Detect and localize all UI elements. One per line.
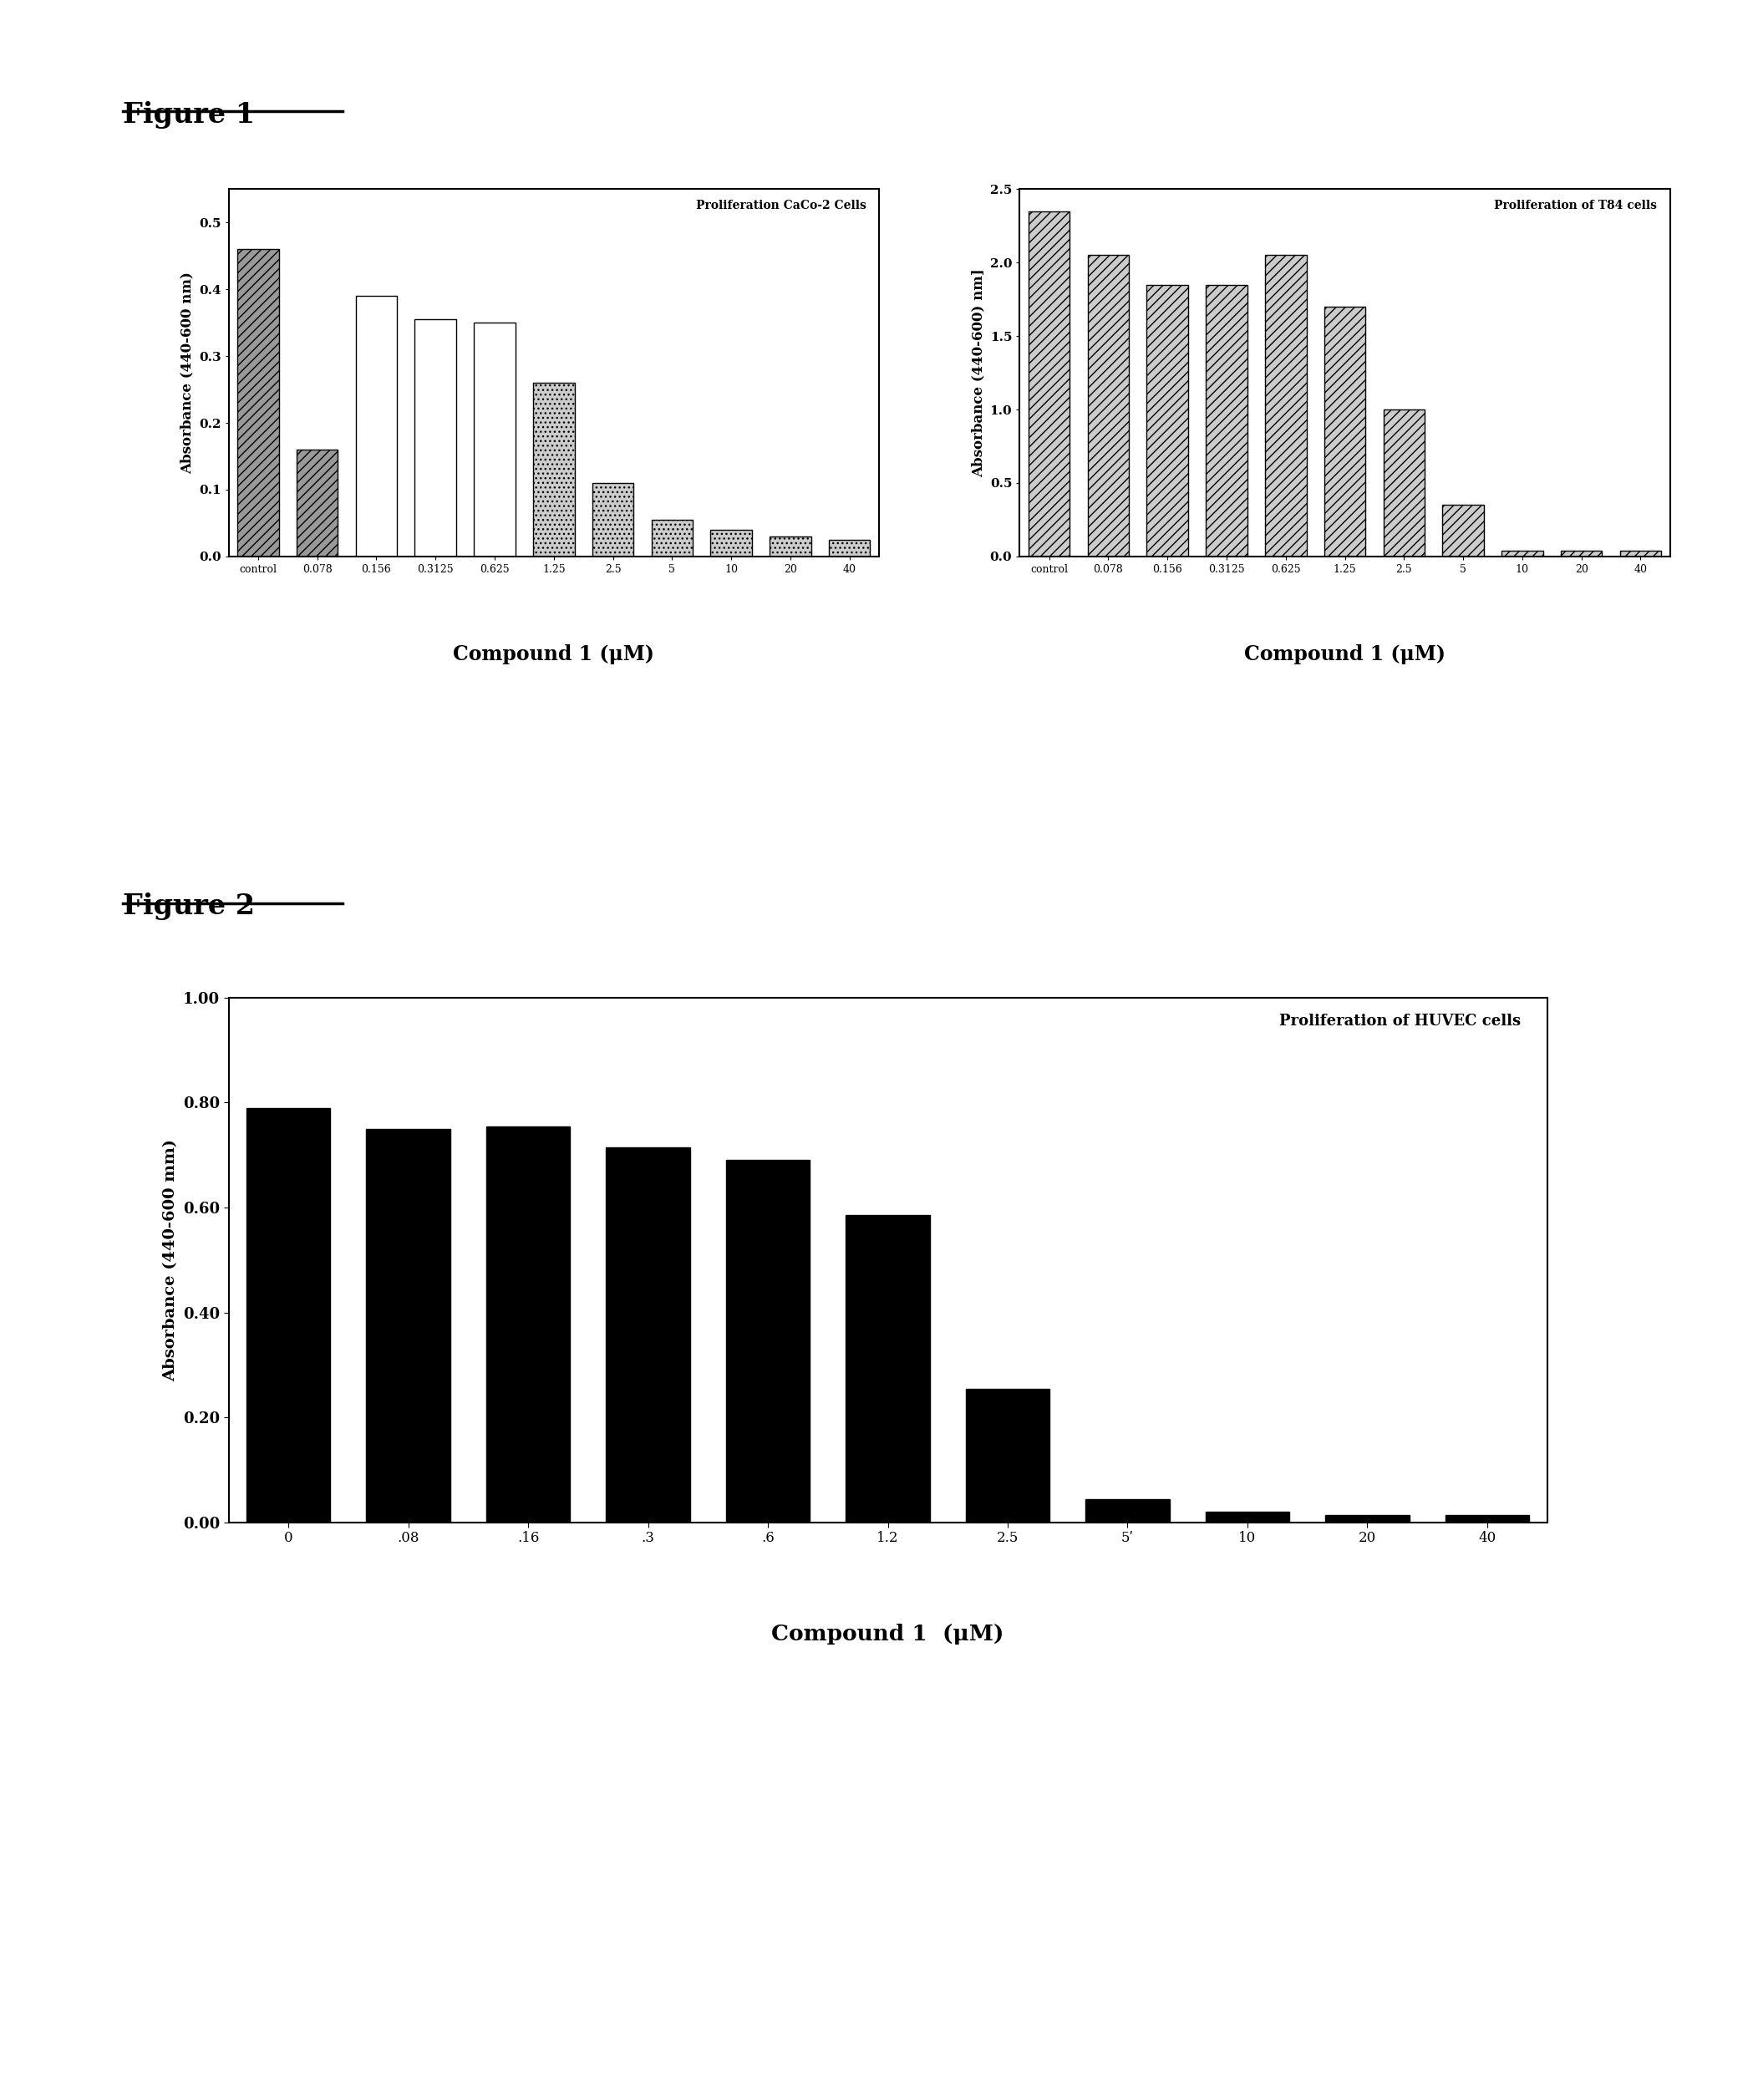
Bar xyxy=(1146,286,1188,557)
Text: Proliferation CaCo-2 Cells: Proliferation CaCo-2 Cells xyxy=(696,200,867,212)
Text: Proliferation of T84 cells: Proliferation of T84 cells xyxy=(1494,200,1658,212)
Bar xyxy=(726,1159,810,1522)
Bar xyxy=(1326,1514,1410,1522)
Bar xyxy=(297,449,338,557)
Bar xyxy=(828,540,870,557)
Bar xyxy=(770,536,810,557)
Bar xyxy=(1206,286,1248,557)
Bar xyxy=(487,1126,570,1522)
Bar xyxy=(415,319,457,557)
Bar xyxy=(246,1109,331,1522)
Bar xyxy=(607,1147,689,1522)
Bar xyxy=(1028,212,1071,557)
Bar xyxy=(710,529,752,556)
Bar xyxy=(1445,1514,1529,1522)
Text: Figure 1: Figure 1 xyxy=(123,101,255,128)
Bar xyxy=(355,296,397,557)
Bar xyxy=(1384,410,1424,557)
Bar xyxy=(1561,550,1602,557)
Bar xyxy=(533,382,575,557)
Bar xyxy=(846,1216,930,1522)
Bar xyxy=(475,323,515,557)
Bar xyxy=(366,1130,450,1522)
Text: Compound 1  (μM): Compound 1 (μM) xyxy=(772,1623,1004,1644)
Bar xyxy=(237,250,280,556)
Text: Compound 1 (μM): Compound 1 (μM) xyxy=(1245,645,1445,666)
Text: Proliferation of HUVEC cells: Proliferation of HUVEC cells xyxy=(1280,1014,1521,1029)
Bar xyxy=(592,483,633,557)
Bar xyxy=(1088,254,1129,556)
Bar xyxy=(1266,254,1306,556)
Bar xyxy=(650,521,693,557)
Bar xyxy=(1324,307,1366,557)
Bar xyxy=(1086,1499,1169,1522)
Bar xyxy=(1501,550,1544,557)
Bar xyxy=(965,1388,1050,1522)
Y-axis label: Absorbance (440-600 mm): Absorbance (440-600 mm) xyxy=(163,1138,178,1382)
Bar xyxy=(1442,504,1484,557)
Text: Figure 2: Figure 2 xyxy=(123,892,255,920)
Bar xyxy=(1619,550,1661,557)
Text: Compound 1 (μM): Compound 1 (μM) xyxy=(454,645,654,666)
Y-axis label: Absorbance (440-600 nm): Absorbance (440-600 nm) xyxy=(179,271,193,475)
Bar xyxy=(1206,1512,1289,1522)
Y-axis label: Absorbance (440-600) nm]: Absorbance (440-600) nm] xyxy=(970,269,984,477)
